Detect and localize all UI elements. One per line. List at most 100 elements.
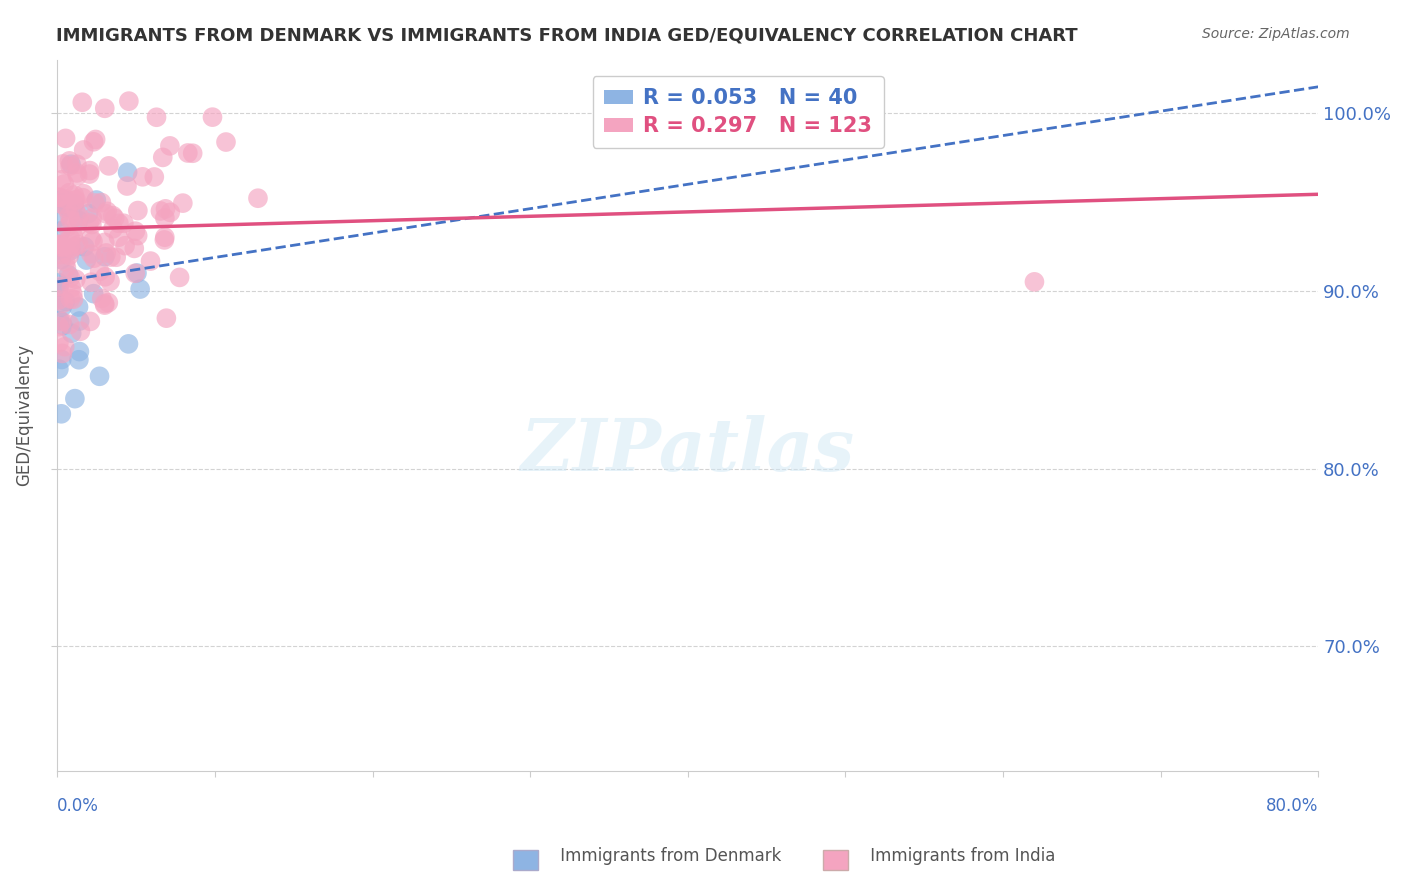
Immigrants from Denmark xyxy=(89,369,111,384)
Immigrants from India xyxy=(48,190,70,204)
Immigrants from India xyxy=(152,150,174,164)
Immigrants from India xyxy=(72,95,94,110)
Immigrants from India xyxy=(246,191,269,205)
Immigrants from Denmark xyxy=(60,326,83,341)
Immigrants from India xyxy=(48,240,70,254)
Immigrants from India xyxy=(100,250,122,264)
Immigrants from India xyxy=(97,295,120,310)
Immigrants from Denmark xyxy=(48,281,70,295)
Immigrants from Denmark xyxy=(51,352,73,367)
Immigrants from India xyxy=(48,319,70,334)
Immigrants from India xyxy=(59,292,82,306)
Immigrants from India xyxy=(51,314,73,328)
Immigrants from India xyxy=(159,139,181,153)
Immigrants from India xyxy=(48,335,70,350)
Immigrants from Denmark xyxy=(51,252,73,267)
Immigrants from India xyxy=(65,239,87,253)
Text: Source: ZipAtlas.com: Source: ZipAtlas.com xyxy=(1202,27,1350,41)
Immigrants from Denmark xyxy=(86,193,108,207)
Immigrants from Denmark xyxy=(63,197,86,211)
Immigrants from India xyxy=(51,197,73,211)
Immigrants from India xyxy=(215,135,238,149)
Immigrants from India xyxy=(153,230,176,244)
Immigrants from India xyxy=(124,241,146,255)
Immigrants from India xyxy=(172,196,194,211)
Immigrants from India xyxy=(53,340,76,354)
Immigrants from India xyxy=(63,194,86,208)
Immigrants from Denmark xyxy=(58,268,80,282)
Immigrants from India xyxy=(72,191,94,205)
Immigrants from India xyxy=(84,196,107,211)
Immigrants from India xyxy=(49,247,72,261)
Immigrants from India xyxy=(58,209,80,223)
Immigrants from India xyxy=(58,248,80,262)
Immigrants from Denmark xyxy=(94,250,117,264)
Immigrants from India xyxy=(104,211,127,226)
Immigrants from India xyxy=(153,233,176,247)
Immigrants from Denmark xyxy=(48,362,70,376)
Immigrants from India xyxy=(66,157,89,171)
Immigrants from India xyxy=(93,296,115,310)
Immigrants from Denmark xyxy=(55,294,77,309)
Immigrants from Denmark xyxy=(83,286,105,301)
Immigrants from India xyxy=(48,293,70,307)
Immigrants from India xyxy=(169,270,191,285)
Immigrants from Denmark xyxy=(55,194,77,208)
Immigrants from India xyxy=(108,216,131,230)
Immigrants from India xyxy=(63,188,86,202)
Immigrants from India xyxy=(59,231,82,245)
Immigrants from India xyxy=(118,94,141,108)
Text: Immigrants from Denmark: Immigrants from Denmark xyxy=(534,847,782,865)
Immigrants from Denmark xyxy=(49,224,72,238)
Immigrants from India xyxy=(59,270,82,285)
Immigrants from India xyxy=(127,228,149,243)
Immigrants from India xyxy=(96,204,118,219)
Immigrants from India xyxy=(53,177,76,191)
Immigrants from India xyxy=(155,202,177,216)
Immigrants from India xyxy=(79,167,101,181)
Immigrants from Denmark xyxy=(67,344,90,359)
Immigrants from Denmark xyxy=(67,352,90,367)
Immigrants from India xyxy=(149,203,172,218)
Immigrants from Denmark xyxy=(55,243,77,257)
Immigrants from India xyxy=(52,296,75,310)
Immigrants from India xyxy=(60,281,83,295)
Immigrants from Denmark xyxy=(51,407,73,421)
Immigrants from Denmark xyxy=(56,201,79,215)
Immigrants from Denmark xyxy=(48,210,70,224)
Immigrants from India xyxy=(80,218,103,232)
Immigrants from Denmark xyxy=(75,253,97,268)
Immigrants from India xyxy=(48,279,70,293)
Immigrants from India xyxy=(59,237,82,252)
Immigrants from India xyxy=(159,205,181,219)
Immigrants from India xyxy=(201,110,224,124)
Immigrants from Denmark xyxy=(67,213,90,227)
Immigrants from India xyxy=(98,274,121,288)
Immigrants from India xyxy=(73,186,96,201)
Immigrants from India xyxy=(58,318,80,332)
Immigrants from India xyxy=(67,237,90,252)
Immigrants from India xyxy=(94,235,117,250)
Immigrants from India xyxy=(153,211,176,225)
Immigrants from India xyxy=(77,216,100,230)
Immigrants from Denmark xyxy=(63,392,86,406)
Immigrants from India xyxy=(52,240,75,254)
Legend: R = 0.053   N = 40, R = 0.297   N = 123: R = 0.053 N = 40, R = 0.297 N = 123 xyxy=(592,77,884,147)
Immigrants from India xyxy=(145,110,167,124)
Immigrants from India xyxy=(127,203,149,218)
Immigrants from India xyxy=(62,228,84,243)
Immigrants from Denmark xyxy=(73,240,96,254)
Immigrants from India xyxy=(66,219,89,234)
Immigrants from India xyxy=(48,237,70,252)
Immigrants from Denmark xyxy=(60,157,83,171)
Immigrants from India xyxy=(49,237,72,252)
Immigrants from India xyxy=(55,131,77,145)
Immigrants from Denmark xyxy=(69,314,91,328)
Immigrants from India xyxy=(55,254,77,268)
Immigrants from India xyxy=(59,159,82,173)
Immigrants from India xyxy=(94,207,117,221)
Immigrants from India xyxy=(93,298,115,312)
Immigrants from India xyxy=(48,190,70,204)
Immigrants from India xyxy=(84,132,107,146)
Immigrants from India xyxy=(155,311,177,326)
